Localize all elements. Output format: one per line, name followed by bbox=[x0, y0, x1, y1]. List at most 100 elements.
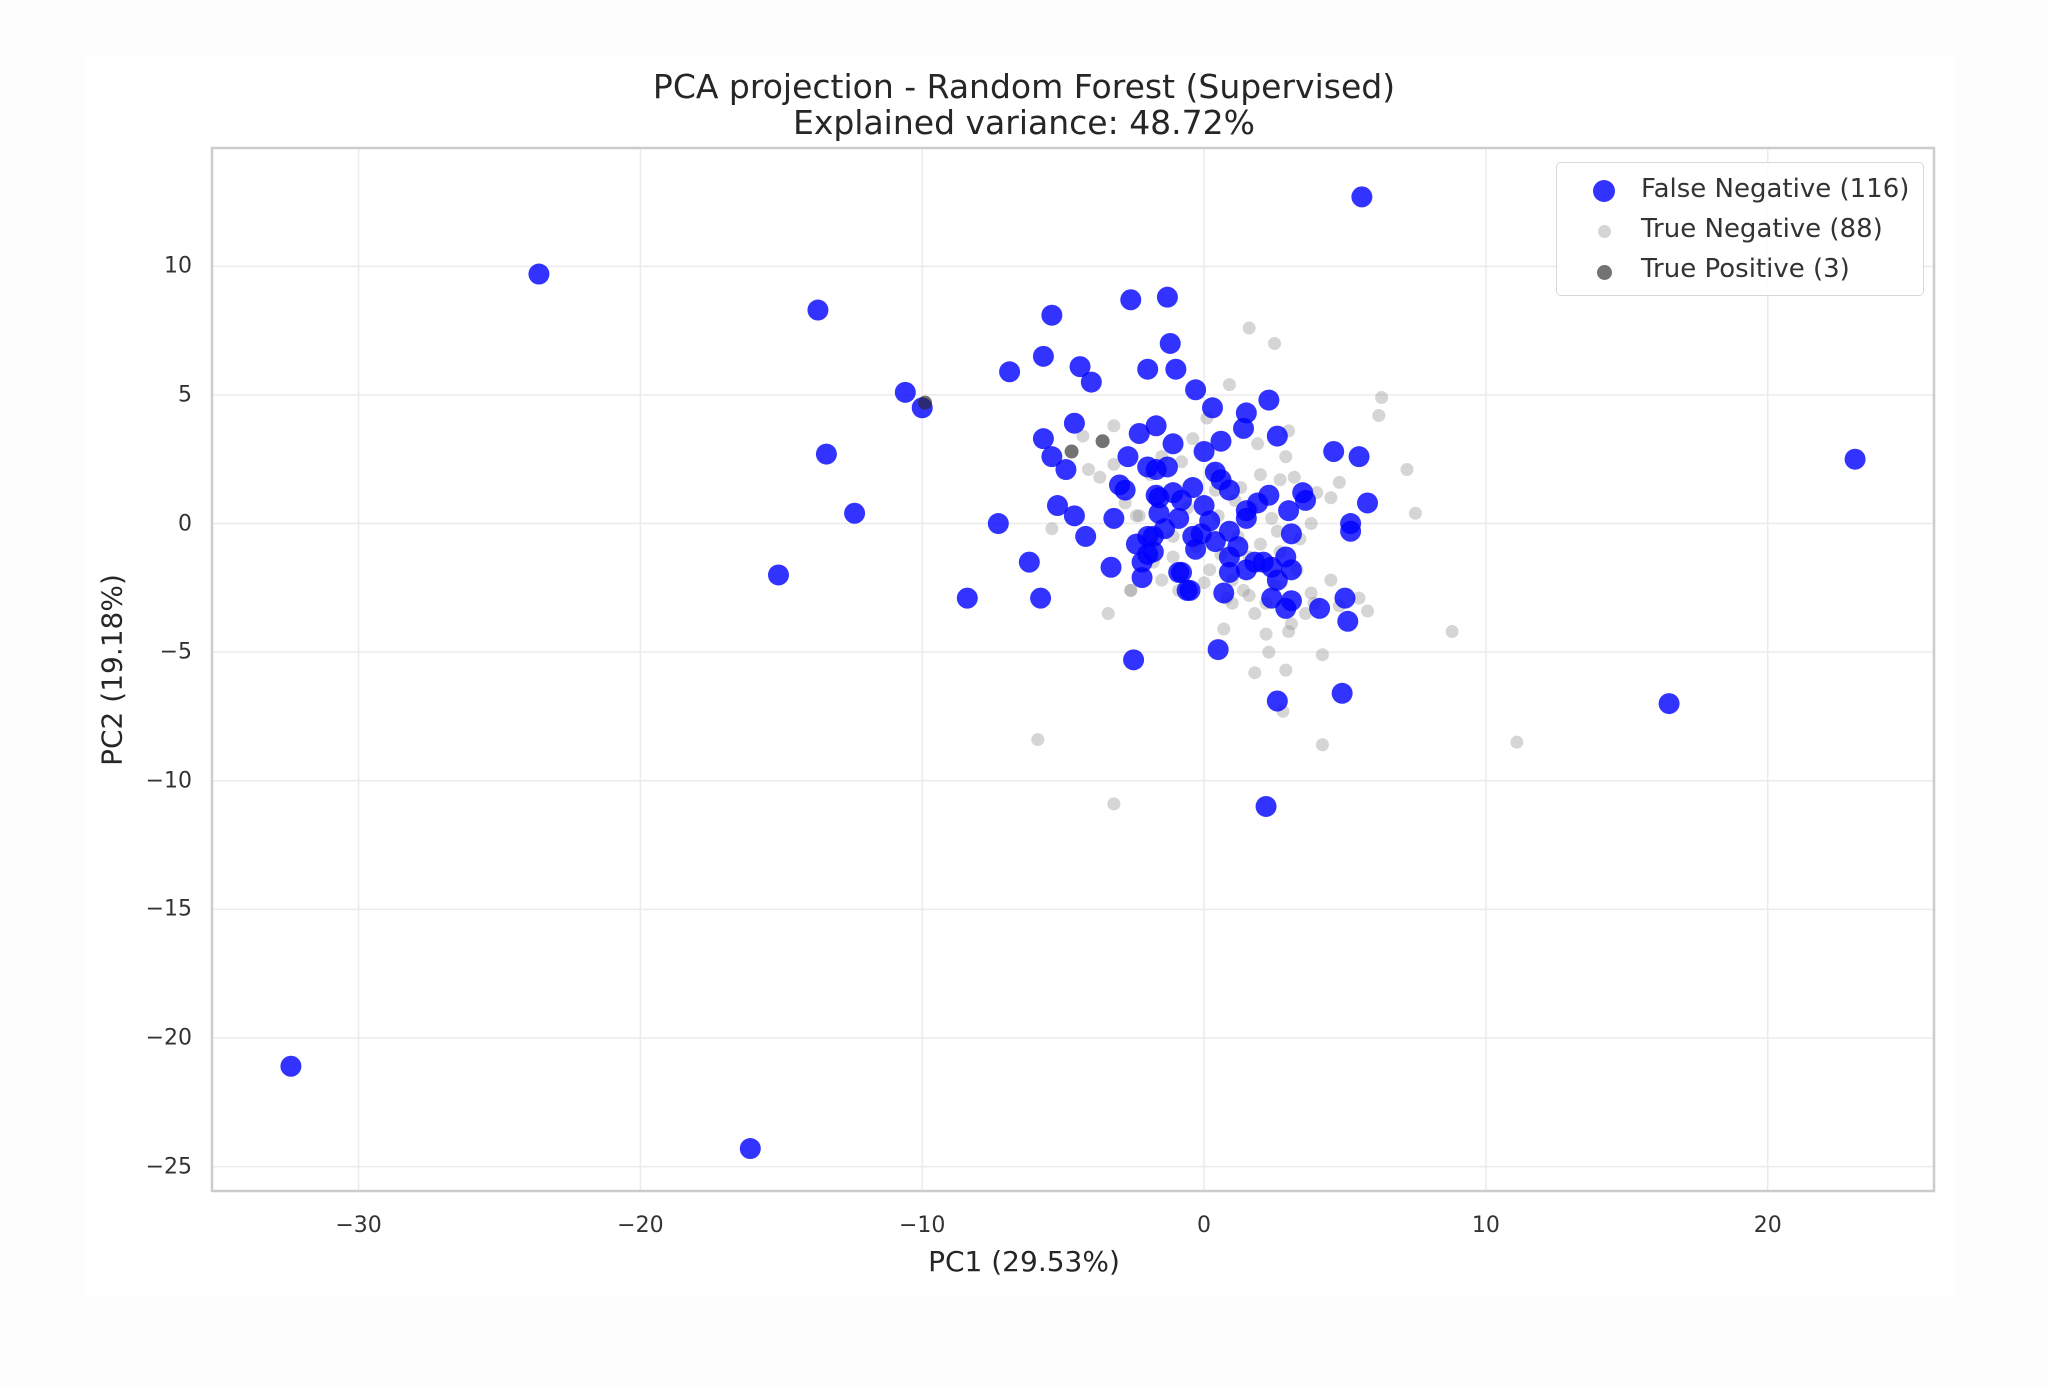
false-negative-point bbox=[1063, 505, 1085, 527]
false-negative-point bbox=[1247, 492, 1269, 514]
false-negative-point bbox=[528, 263, 550, 285]
false-negative-point bbox=[1295, 489, 1317, 511]
true-negative-point bbox=[1129, 509, 1143, 523]
false-negative-point bbox=[1123, 649, 1145, 671]
true-negative-point bbox=[1332, 475, 1346, 489]
true-negative-point bbox=[1273, 473, 1287, 487]
plot-frame bbox=[210, 146, 1936, 1193]
false-negative-point bbox=[1063, 412, 1085, 434]
true-negative-point bbox=[1107, 457, 1121, 471]
false-negative-point bbox=[1280, 590, 1302, 612]
true-negative-point bbox=[1155, 573, 1169, 587]
true-negative-point bbox=[1279, 450, 1293, 464]
true-negative-point bbox=[1186, 432, 1200, 446]
x-tick-label: 10 bbox=[1471, 1213, 1500, 1238]
false-negative-point bbox=[1128, 423, 1150, 445]
true-negative-point bbox=[1324, 491, 1338, 505]
false-negative-point bbox=[1159, 332, 1181, 354]
true-negative-point bbox=[1248, 607, 1262, 621]
legend-label: True Positive (3) bbox=[1641, 254, 1850, 284]
false-negative-point bbox=[1032, 345, 1054, 367]
false-negative-point bbox=[1331, 682, 1353, 704]
y-tick-label: −25 bbox=[145, 1154, 192, 1180]
false-negative-point bbox=[1154, 518, 1176, 540]
false-negative-point bbox=[1171, 561, 1193, 583]
false-negative-point bbox=[1185, 379, 1207, 401]
true-negative-point bbox=[1408, 506, 1422, 520]
true-negative-point bbox=[1082, 463, 1096, 477]
false-negative-point bbox=[956, 587, 978, 609]
true-negative-point bbox=[1315, 648, 1329, 662]
x-tick-label: −30 bbox=[335, 1213, 382, 1238]
true-negative-point bbox=[1259, 627, 1273, 641]
false-negative-point bbox=[1323, 441, 1345, 463]
false-negative-point bbox=[1199, 510, 1221, 532]
false-negative-point bbox=[1340, 520, 1362, 542]
false-negative-point bbox=[280, 1055, 302, 1077]
true-negative-point bbox=[1093, 470, 1107, 484]
false-negative-point bbox=[1171, 489, 1193, 511]
x-axis-label: PC1 (29.53%) bbox=[928, 1245, 1120, 1278]
true-negative-point bbox=[1352, 591, 1366, 605]
true-positive-points bbox=[918, 395, 1110, 459]
legend: False Negative (116) True Negative (88) … bbox=[1556, 162, 1924, 296]
false-negative-point bbox=[1235, 402, 1257, 424]
false-negative-point bbox=[1210, 430, 1232, 452]
true-negative-point bbox=[1445, 625, 1459, 639]
false-negative-point bbox=[1193, 441, 1215, 463]
true-positive-point bbox=[918, 395, 933, 410]
true-negative-point bbox=[1253, 537, 1267, 551]
true-negative-point bbox=[1107, 419, 1121, 433]
x-tick-label: 0 bbox=[1197, 1213, 1212, 1238]
false-negative-point bbox=[1658, 693, 1680, 715]
true-negative-point bbox=[1287, 470, 1301, 484]
false-negative-point bbox=[739, 1138, 761, 1160]
true-negative-point bbox=[1175, 455, 1189, 469]
false-negative-point bbox=[1156, 286, 1178, 308]
false-negative-point bbox=[1348, 446, 1370, 468]
true-negative-point bbox=[1107, 797, 1121, 811]
true-negative-point bbox=[1222, 378, 1236, 392]
y-tick-label: −5 bbox=[159, 639, 192, 665]
false-negative-point bbox=[1266, 425, 1288, 447]
x-tick-label: −10 bbox=[899, 1213, 946, 1238]
true-negative-point bbox=[1304, 517, 1318, 531]
false-negative-point bbox=[1357, 492, 1379, 514]
false-negative-point bbox=[1109, 474, 1131, 496]
false-negative-point bbox=[1844, 448, 1866, 470]
true-negative-marker-icon bbox=[1598, 225, 1611, 238]
false-negative-point bbox=[1046, 495, 1068, 517]
true-negative-point bbox=[1101, 607, 1115, 621]
true-negative-point bbox=[1375, 390, 1389, 404]
false-negative-point bbox=[1131, 567, 1153, 589]
y-axis-label: PC2 (19.18%) bbox=[95, 574, 129, 766]
false-negative-point bbox=[1227, 536, 1249, 558]
true-negative-point bbox=[1262, 645, 1276, 659]
false-negative-point bbox=[987, 513, 1009, 535]
false-negative-point bbox=[1055, 459, 1077, 481]
false-negative-point bbox=[1351, 186, 1373, 208]
true-negative-point bbox=[1248, 666, 1262, 680]
x-tick-label: −20 bbox=[617, 1213, 664, 1238]
false-negative-point bbox=[1125, 533, 1147, 555]
chart-title: PCA projection - Random Forest (Supervis… bbox=[652, 67, 1396, 106]
false-negative-point bbox=[1075, 525, 1097, 547]
chart-subtitle: Explained variance: 48.72% bbox=[792, 103, 1256, 142]
legend-label: False Negative (116) bbox=[1641, 174, 1910, 204]
false-negative-point bbox=[1120, 289, 1142, 311]
false-negative-point bbox=[1204, 461, 1226, 483]
false-negative-points bbox=[280, 186, 1866, 1160]
false-negative-point bbox=[1041, 304, 1063, 326]
true-negative-point bbox=[1265, 511, 1279, 525]
true-positive-point bbox=[1095, 434, 1110, 449]
false-negative-point bbox=[1266, 690, 1288, 712]
false-negative-point bbox=[844, 502, 866, 524]
x-tick-label: 20 bbox=[1753, 1213, 1782, 1238]
false-negative-point bbox=[1041, 446, 1063, 468]
true-negative-point bbox=[1282, 625, 1296, 639]
y-tick-label: −20 bbox=[145, 1025, 192, 1051]
y-tick-label: −15 bbox=[145, 896, 192, 922]
false-negative-point bbox=[1218, 479, 1240, 501]
false-negative-point bbox=[767, 564, 789, 586]
legend-label: True Negative (88) bbox=[1641, 214, 1883, 244]
